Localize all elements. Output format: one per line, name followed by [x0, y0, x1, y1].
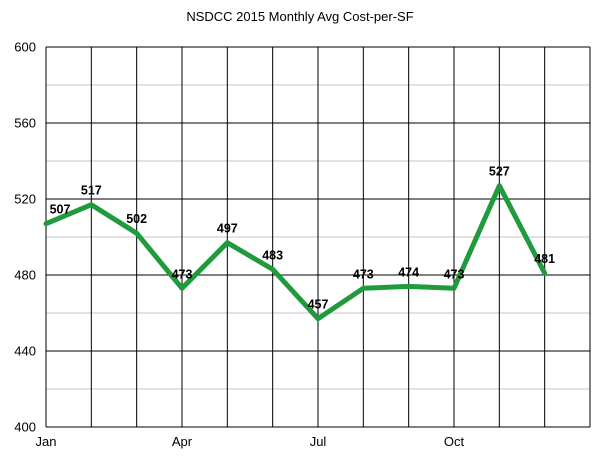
data-label: 517: [81, 184, 102, 198]
y-tick-label: 400: [14, 420, 36, 435]
data-label: 507: [50, 203, 71, 217]
grid: [45, 46, 591, 428]
data-label: 481: [534, 252, 555, 266]
x-tick-label: Jan: [36, 434, 57, 449]
chart-title: NSDCC 2015 Monthly Avg Cost-per-SF: [186, 9, 413, 24]
data-label: 502: [126, 212, 147, 226]
data-label: 527: [489, 165, 510, 179]
y-tick-label: 480: [14, 268, 36, 283]
y-tick-label: 520: [14, 192, 36, 207]
x-tick-label: Jul: [310, 434, 327, 449]
y-tick-label: 560: [14, 116, 36, 131]
y-tick-label: 600: [14, 40, 36, 55]
data-label: 457: [308, 298, 329, 312]
x-tick-label: Oct: [444, 434, 465, 449]
data-label: 497: [217, 222, 238, 236]
data-label: 483: [262, 248, 283, 262]
data-label: 473: [444, 267, 465, 281]
data-label: 473: [172, 267, 193, 281]
data-label: 473: [353, 267, 374, 281]
x-axis-ticks: Jan Apr Jul Oct: [36, 434, 465, 449]
data-labels: 507 517 502 473 497 483 457 473 474 473 527 481: [50, 165, 556, 312]
x-tick-label: Apr: [172, 434, 193, 449]
y-axis-ticks: 400 440 480 520 560 600: [14, 40, 36, 435]
y-tick-label: 440: [14, 344, 36, 359]
series-line: [43, 183, 548, 322]
data-label: 474: [398, 265, 419, 279]
